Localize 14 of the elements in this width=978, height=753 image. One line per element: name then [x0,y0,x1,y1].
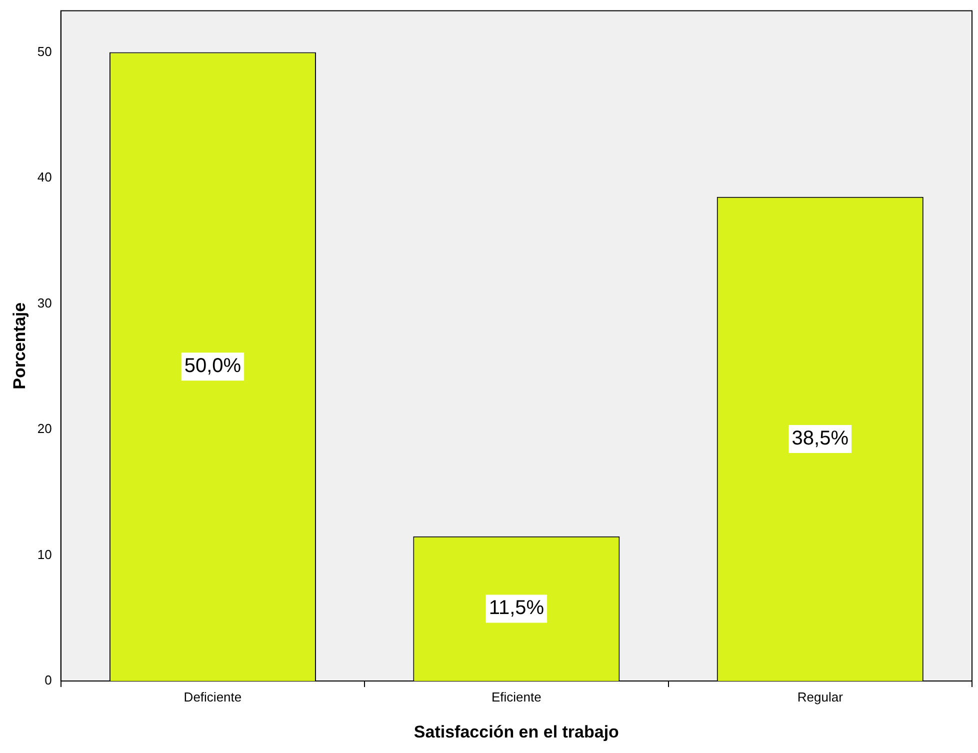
y-tick-label: 30 [37,295,52,310]
x-tick-label: Eficiente [491,689,542,704]
y-tick-label: 40 [37,170,52,185]
x-axis-title: Satisfacción en el trabajo [414,722,619,742]
y-tick-label: 50 [37,44,52,59]
x-tick-label: Regular [797,689,844,704]
data-label: 50,0% [184,355,242,378]
y-tick-label: 0 [44,672,52,688]
y-axis-title: Porcentaje [10,302,29,390]
data-label: 11,5% [488,597,544,620]
x-tick-label: Deficiente [184,689,242,704]
y-tick-label: 10 [37,546,52,562]
y-tick-label: 20 [37,421,52,436]
data-label: 38,5% [792,427,849,450]
